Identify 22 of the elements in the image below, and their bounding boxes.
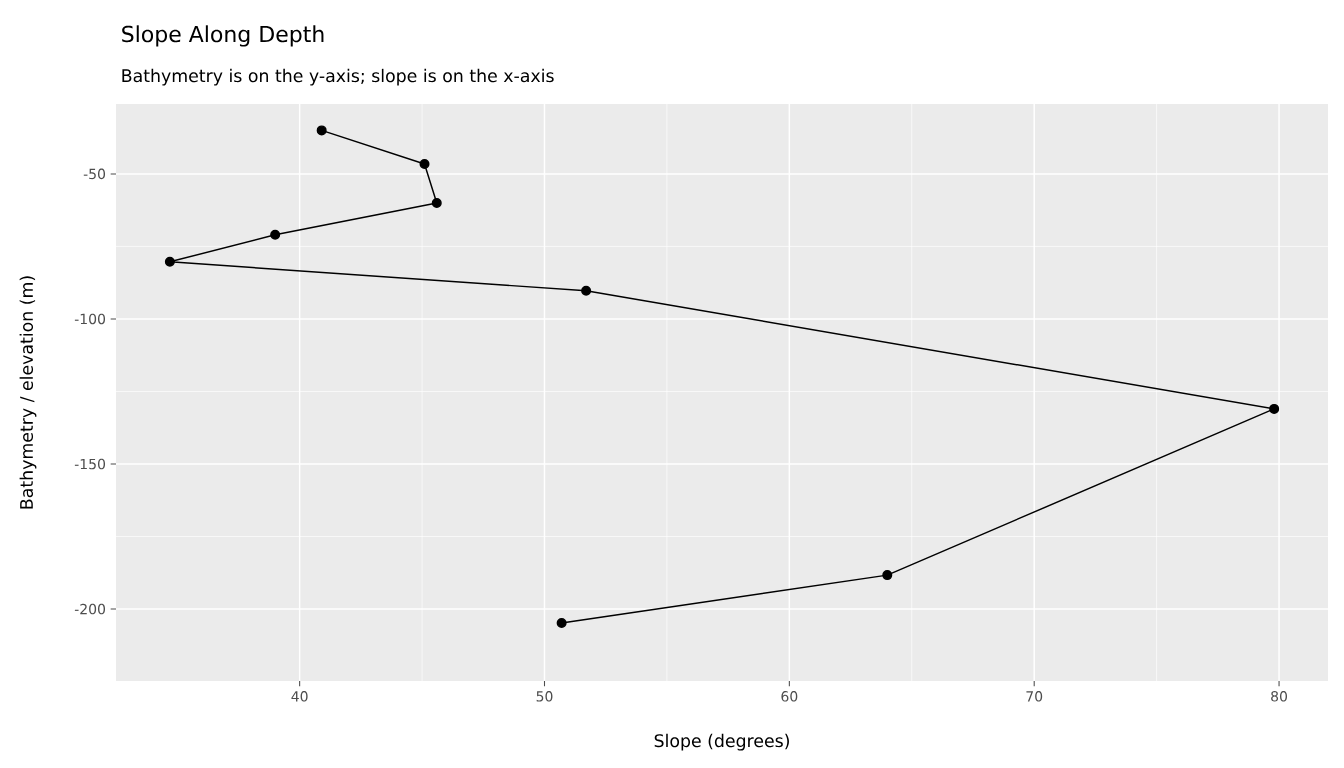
point: [882, 570, 893, 581]
point: [556, 617, 567, 628]
y-tick-label: -150: [74, 458, 106, 470]
chart-title: Slope Along Depth: [122, 25, 324, 47]
point: [581, 285, 592, 296]
y-tick-label: -100: [74, 313, 106, 325]
x-tick-label: 70: [1026, 691, 1043, 702]
y-tick-label: -200: [74, 603, 106, 615]
point: [419, 159, 430, 170]
x-tick-label: 50: [536, 691, 553, 702]
point: [431, 197, 442, 208]
chart-subtitle: Bathymetry is on the y-axis; slope is on the x-axis: [122, 68, 554, 86]
x-axis-title: Slope (degrees): [654, 733, 789, 751]
y-tick-label: -50: [83, 168, 106, 180]
point: [1269, 403, 1280, 414]
point: [270, 229, 281, 240]
x-tick-label: 60: [781, 691, 798, 702]
point: [316, 125, 327, 136]
x-tick-label: 80: [1271, 691, 1288, 702]
point: [164, 256, 175, 267]
y-axis-title: Bathymetry / elevation (m): [19, 276, 37, 509]
x-tick-label: 40: [291, 691, 308, 702]
